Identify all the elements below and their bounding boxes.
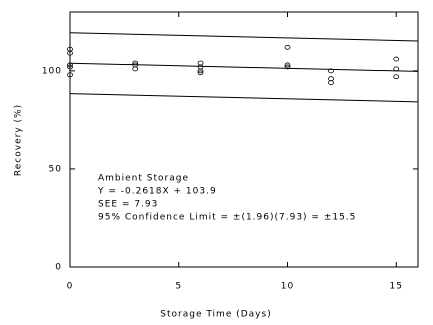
- data-point: [67, 64, 73, 70]
- x-tick-label: 5: [175, 282, 182, 292]
- x-tick-label: 0: [67, 282, 74, 292]
- data-point: [284, 44, 291, 50]
- data-point: [132, 60, 139, 66]
- fit-line: [69, 32, 419, 42]
- annotation: Y = -0.2618X + 103.9: [97, 187, 217, 197]
- data-point: [197, 60, 204, 66]
- fit-line: [69, 62, 419, 72]
- data-point: [197, 64, 204, 70]
- data-point: [328, 76, 334, 82]
- fit-line: [69, 93, 419, 103]
- annotation: Ambient Storage: [98, 174, 189, 184]
- data-point: [393, 66, 400, 72]
- data-point: [132, 66, 139, 72]
- data-point: [284, 64, 291, 70]
- annotation: 95% Confidence Limit = ±(1.96)(7.93) = ±…: [98, 213, 356, 223]
- data-point: [328, 68, 334, 74]
- data-point: [328, 80, 334, 86]
- data-point: [67, 50, 73, 56]
- data-point: [284, 62, 291, 68]
- plot-frame: [69, 11, 419, 268]
- data-point: [393, 74, 400, 80]
- y-tick-label: 0: [55, 263, 62, 273]
- data-point: [393, 56, 400, 62]
- data-point: [197, 68, 204, 74]
- annotation: SEE = 7.93: [98, 200, 158, 210]
- x-tick-label: 10: [281, 282, 294, 292]
- data-point: [197, 70, 204, 76]
- x-axis-label: Storage Time (Days): [160, 310, 271, 320]
- data-point: [67, 72, 73, 78]
- y-axis-label: Recovery (%): [14, 104, 24, 176]
- x-tick-label: 15: [390, 282, 403, 292]
- y-tick-label: 50: [49, 164, 62, 174]
- y-tick-label: 100: [42, 66, 62, 76]
- data-point: [67, 62, 73, 68]
